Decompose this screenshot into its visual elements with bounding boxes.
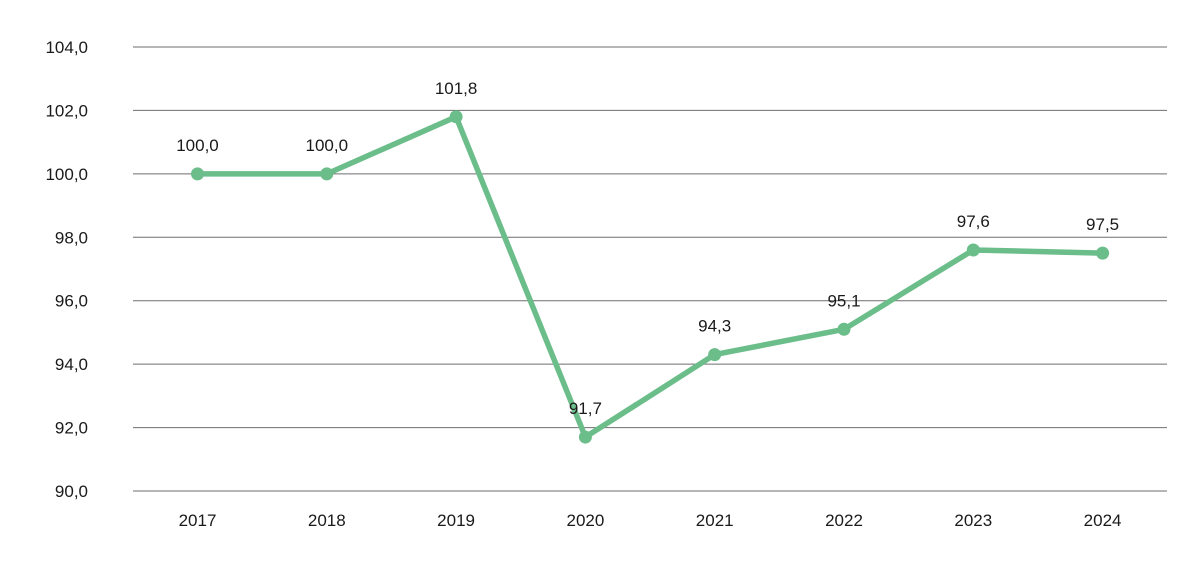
y-tick-label: 98,0 (55, 228, 88, 247)
data-label: 94,3 (698, 317, 731, 336)
data-point (578, 430, 592, 444)
gridlines (133, 46, 1167, 492)
x-tick-label: 2018 (308, 511, 346, 530)
y-tick-label: 96,0 (55, 292, 88, 311)
data-label: 97,5 (1086, 215, 1119, 234)
data-label: 97,6 (957, 212, 990, 231)
data-point (320, 167, 334, 181)
x-tick-label: 2023 (954, 511, 992, 530)
x-axis-tick-labels: 2017 2018 2019 2020 2021 2022 2023 2024 (179, 511, 1122, 530)
y-tick-label: 94,0 (55, 355, 88, 374)
series-line (194, 114, 1106, 440)
data-label: 100,0 (176, 136, 219, 155)
data-label: 101,8 (435, 79, 478, 98)
data-labels: 100,0 100,0 101,8 91,7 94,3 95,1 97,6 97,5 (176, 79, 1119, 418)
data-point (966, 243, 980, 257)
data-label: 91,7 (569, 399, 602, 418)
data-point (449, 110, 463, 124)
x-tick-label: 2022 (825, 511, 863, 530)
y-axis-tick-labels: 90,0 92,0 94,0 96,0 98,0 100,0 102,0 104,0 (45, 38, 88, 501)
y-tick-label: 92,0 (55, 419, 88, 438)
data-point (837, 322, 851, 336)
data-label: 100,0 (306, 136, 349, 155)
y-tick-label: 104,0 (45, 38, 88, 57)
x-tick-label: 2020 (566, 511, 604, 530)
x-tick-label: 2021 (696, 511, 734, 530)
y-tick-label: 100,0 (45, 165, 88, 184)
x-tick-label: 2019 (437, 511, 475, 530)
data-point (708, 348, 722, 362)
data-label: 95,1 (827, 291, 860, 310)
y-tick-label: 90,0 (55, 482, 88, 501)
data-point (1096, 246, 1110, 260)
y-tick-label: 102,0 (45, 101, 88, 120)
data-point (191, 167, 204, 181)
series-layer (191, 110, 1110, 444)
x-tick-label: 2017 (179, 511, 217, 530)
x-tick-label: 2024 (1084, 511, 1122, 530)
